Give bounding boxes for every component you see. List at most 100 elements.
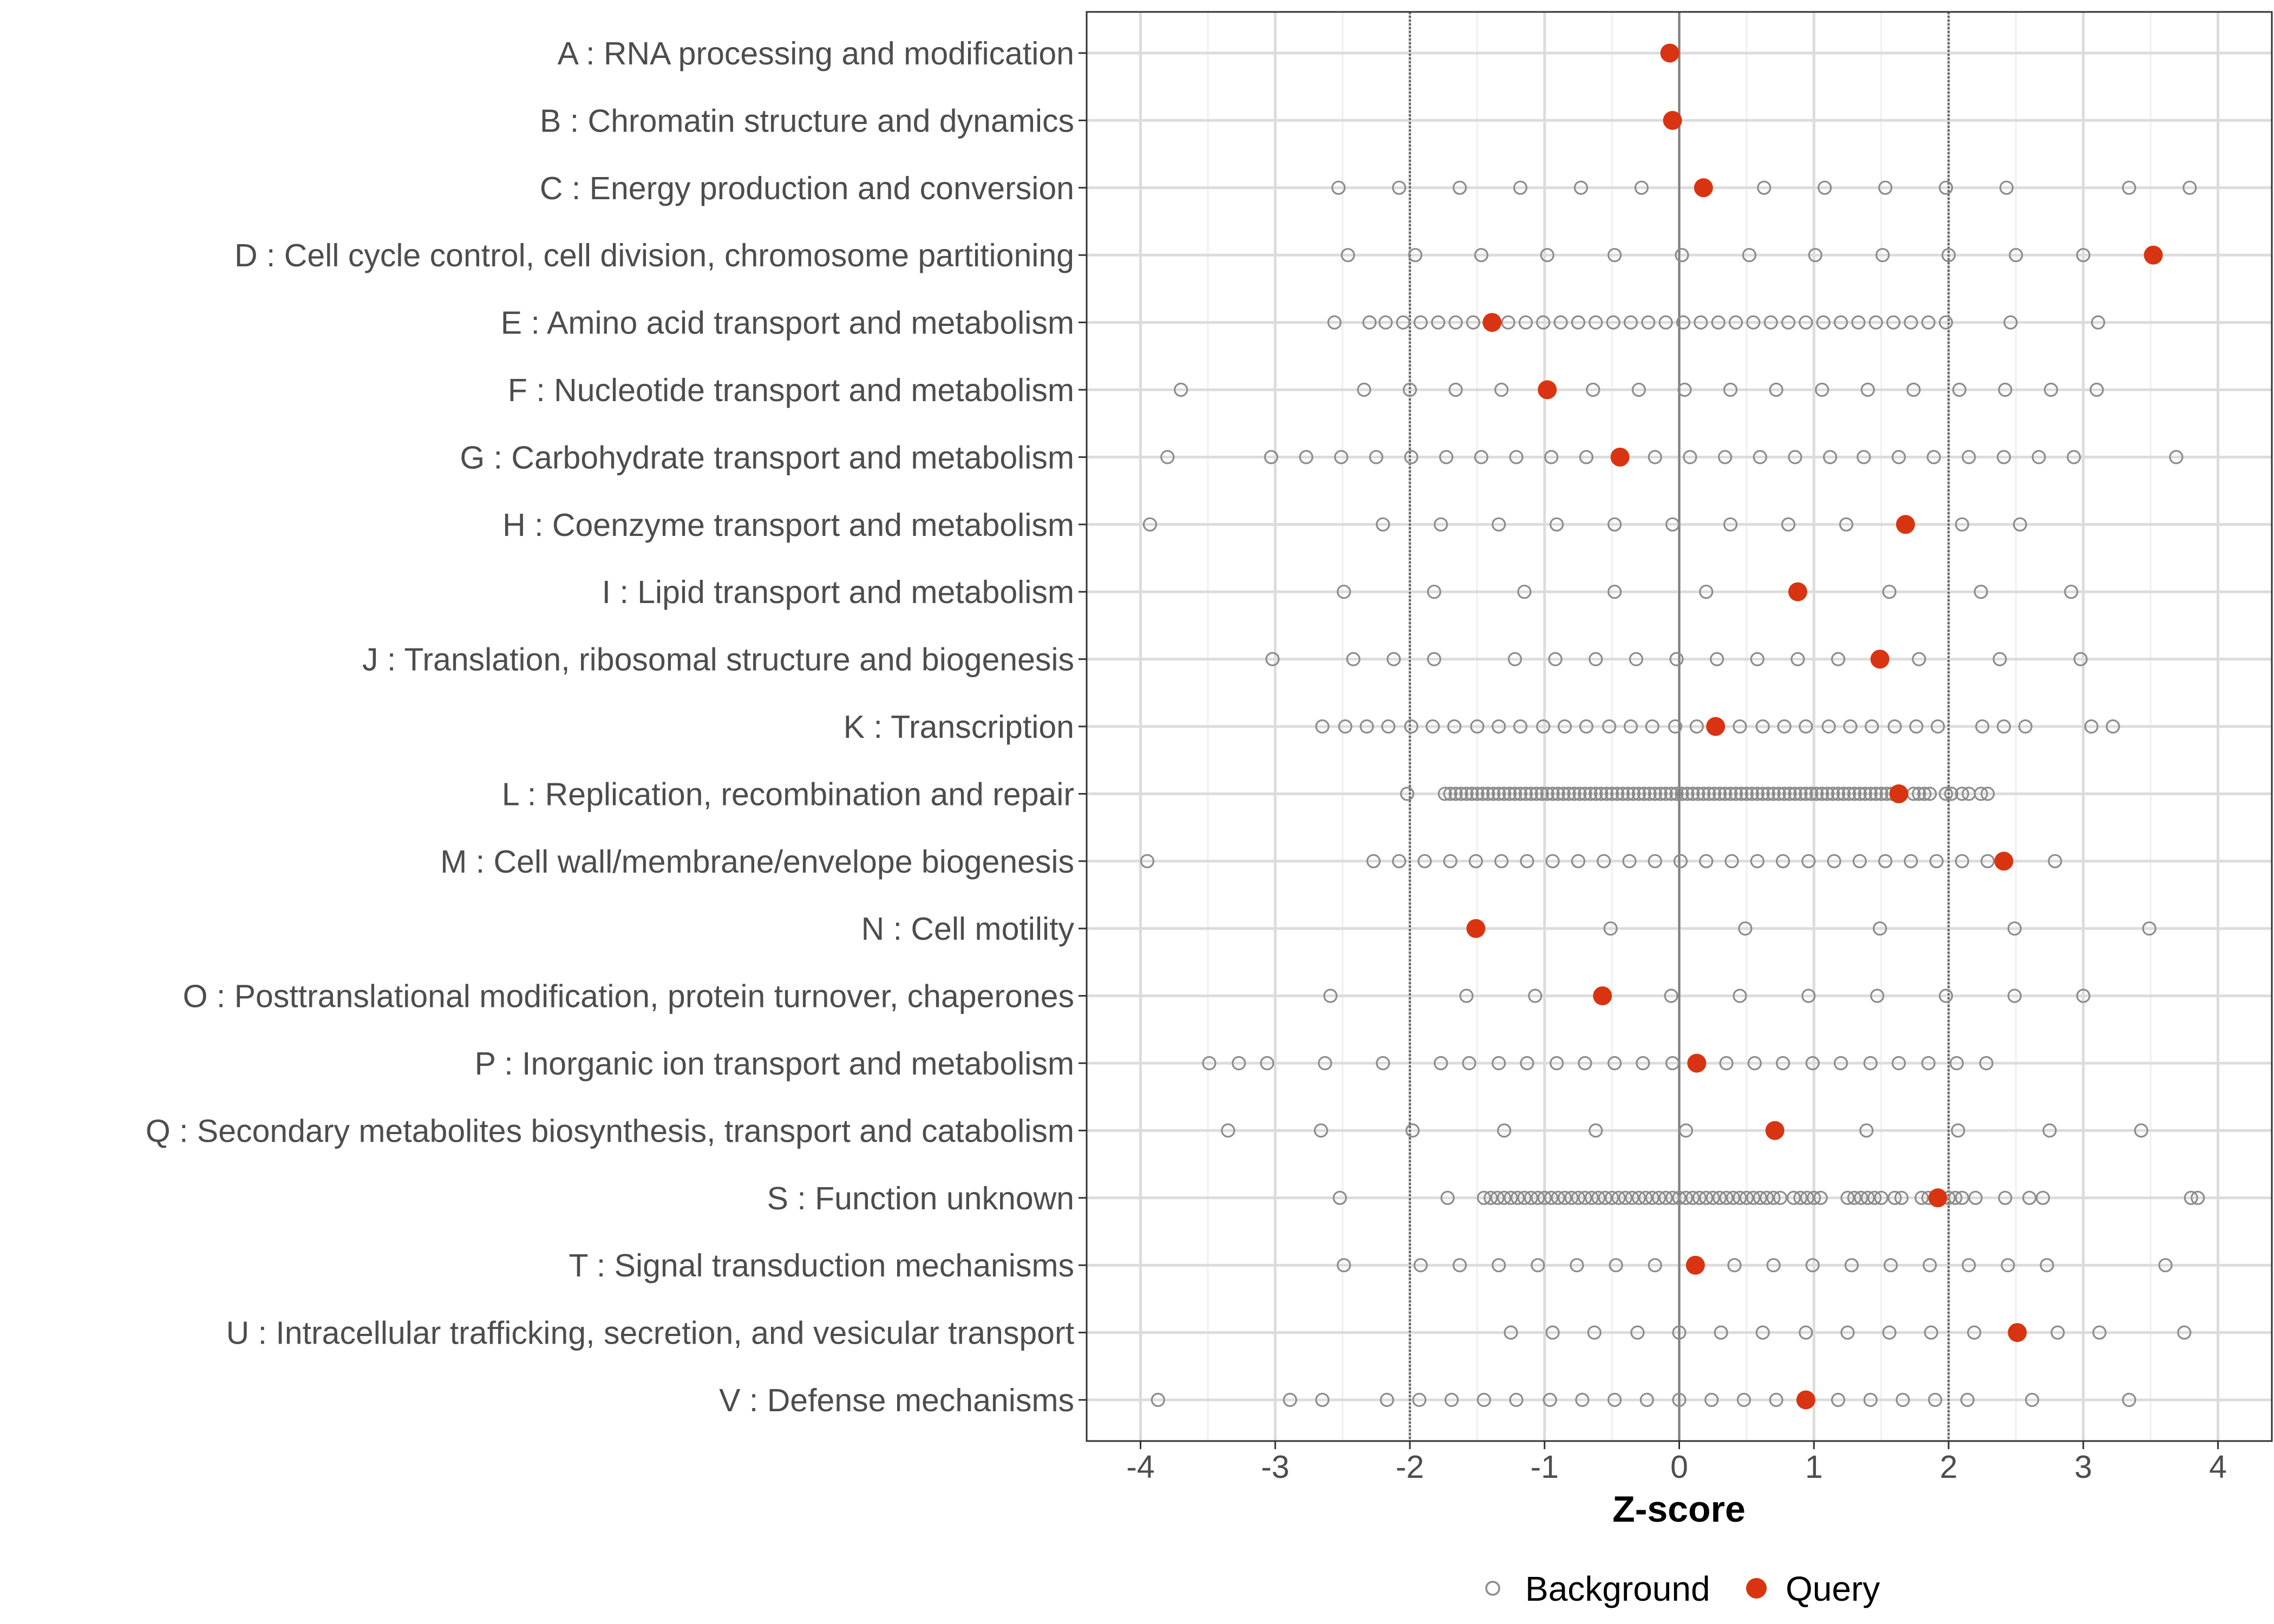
background-point (1675, 787, 1689, 801)
background-point (1706, 1190, 1720, 1205)
background-point (1938, 315, 1953, 330)
background-point (2025, 1392, 2040, 1407)
background-point (1315, 1392, 1330, 1407)
background-point (1492, 1258, 1506, 1273)
background-point (1452, 1258, 1467, 1273)
background-point (1447, 719, 1462, 734)
background-point (1462, 1056, 1476, 1071)
background-point (1366, 854, 1381, 868)
background-point (1685, 787, 1700, 801)
background-point (1545, 854, 1560, 868)
background-point (1996, 450, 2011, 464)
background-point (1337, 1258, 1351, 1273)
background-point (2040, 1258, 2054, 1273)
background-point (1955, 1190, 1969, 1205)
background-point (1805, 1258, 1820, 1273)
background-point (1652, 1190, 1667, 1205)
query-point (1610, 447, 1630, 467)
query-point (1687, 1053, 1707, 1073)
category-label: O : Posttranslational modification, prot… (183, 979, 1074, 1014)
background-point (2018, 719, 2033, 734)
background-point (1952, 382, 1966, 397)
background-point (1669, 652, 1684, 666)
background-point (1702, 787, 1716, 801)
background-point (1641, 315, 1656, 330)
background-point (2089, 382, 2104, 397)
background-point (2122, 180, 2136, 195)
background-point (1531, 1190, 1545, 1205)
background-point (1799, 787, 1813, 801)
background-point (1873, 921, 1887, 936)
background-point (1639, 1392, 1654, 1407)
background-point (1809, 787, 1824, 801)
background-point (1833, 315, 1848, 330)
background-point (1968, 1190, 1983, 1205)
background-point (1440, 1190, 1455, 1205)
background-point (2042, 1123, 2057, 1138)
background-point (1860, 1190, 1875, 1205)
background-point (1507, 787, 1522, 801)
background-point (1591, 1190, 1606, 1205)
background-point (1755, 787, 1770, 801)
background-point (1645, 719, 1659, 734)
background-point (1606, 315, 1620, 330)
x-axis-title: Z-score (1612, 1489, 1746, 1530)
background-point (1470, 787, 1485, 801)
background-point (1782, 787, 1797, 801)
background-point (1868, 787, 1883, 801)
background-point (1750, 787, 1765, 801)
background-point (1454, 787, 1468, 801)
background-point (1497, 1123, 1512, 1138)
background-point (1586, 382, 1600, 397)
background-point (1550, 517, 1564, 532)
category-label: C : Energy production and conversion (540, 171, 1074, 206)
query-point (1765, 1121, 1785, 1140)
background-point (2191, 1190, 2205, 1205)
background-point (1804, 787, 1819, 801)
background-point (1878, 854, 1893, 868)
background-point (1369, 450, 1383, 464)
background-point (1623, 719, 1638, 734)
background-point (1672, 1392, 1687, 1407)
background-point (1960, 1392, 1975, 1407)
background-point (1140, 854, 1155, 868)
background-point (1769, 382, 1783, 397)
background-point (1852, 854, 1867, 868)
background-point (1589, 652, 1603, 666)
background-point (1818, 180, 1832, 195)
background-point (1520, 1056, 1534, 1071)
background-point (1378, 315, 1393, 330)
background-point (1719, 1056, 1734, 1071)
background-point (1815, 382, 1829, 397)
background-point (1668, 719, 1683, 734)
background-point (1801, 988, 1816, 1003)
background-point (1924, 1325, 1938, 1340)
background-point (1672, 1190, 1687, 1205)
background-point (1362, 315, 1377, 330)
category-label: V : Defense mechanisms (719, 1383, 1074, 1418)
background-point (1683, 450, 1697, 464)
background-point (1746, 315, 1761, 330)
background-point (1786, 1190, 1801, 1205)
background-point (1788, 787, 1802, 801)
background-point (2003, 315, 2018, 330)
background-point (1800, 1190, 1814, 1205)
background-point (1513, 180, 1528, 195)
background-point (1445, 1392, 1459, 1407)
background-point (1509, 450, 1524, 464)
background-point (1739, 1190, 1754, 1205)
query-point (1538, 380, 1557, 400)
background-point (1665, 1190, 1680, 1205)
category-label: K : Transcription (844, 709, 1074, 745)
background-point (1631, 787, 1646, 801)
background-point (1847, 787, 1861, 801)
background-point (1948, 1190, 1963, 1205)
query-point (1593, 986, 1612, 1006)
background-point (1736, 1392, 1751, 1407)
background-point (2134, 1123, 2148, 1138)
background-point (1840, 1190, 1855, 1205)
background-point (1408, 248, 1423, 263)
background-point (1707, 787, 1722, 801)
background-point (1392, 180, 1407, 195)
